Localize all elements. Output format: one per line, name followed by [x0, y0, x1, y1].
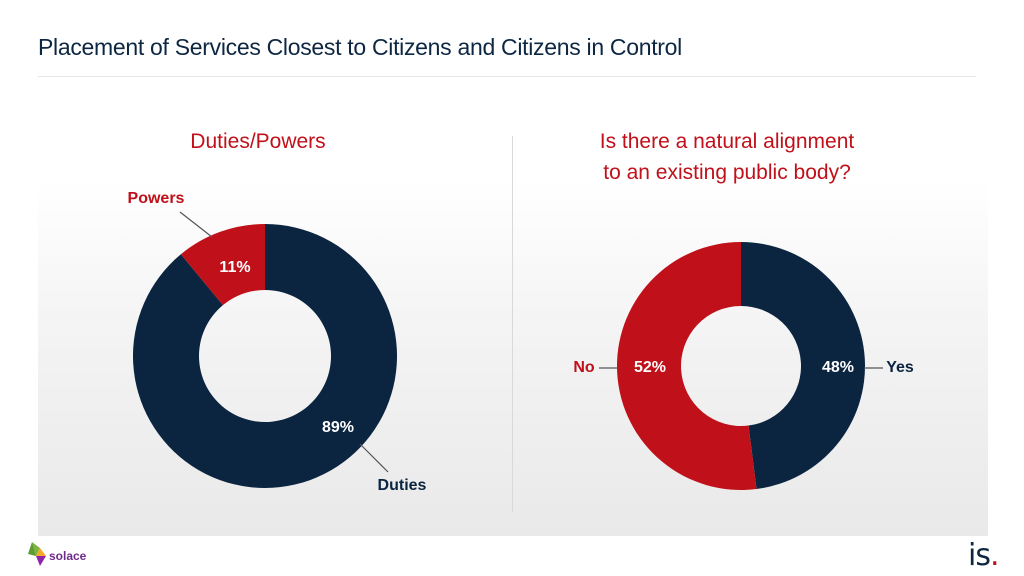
chart-2-title-line-2: to an existing public body?	[603, 161, 851, 184]
callout-line-powers	[179, 211, 213, 238]
slice-yes	[741, 242, 866, 490]
is-logo-dot: .	[989, 538, 999, 573]
chart-2-title-line-1: Is there a natural alignment	[599, 130, 855, 153]
value-label-duties: 89%	[322, 419, 354, 436]
is-logo-text: is	[968, 538, 991, 573]
value-label-no: 52%	[634, 359, 666, 376]
category-label-no: No	[573, 359, 595, 376]
category-label-yes: Yes	[886, 359, 914, 376]
chart-1-title: Duties/Powers	[190, 130, 326, 153]
value-label-powers: 11%	[219, 259, 250, 276]
chart-2-donut: 48% Yes 52% No	[573, 242, 914, 490]
solace-logo: solace	[28, 542, 87, 566]
value-label-yes: 48%	[822, 359, 854, 376]
title-divider	[38, 76, 976, 77]
chart-divider	[512, 136, 513, 512]
slice-duties	[132, 224, 398, 488]
is-logo: is.	[968, 538, 999, 573]
category-label-duties: Duties	[378, 477, 427, 494]
slice-powers	[180, 224, 265, 306]
chart-2-title: Is there a natural alignment to an exist…	[552, 126, 902, 188]
callout-line-duties	[359, 443, 389, 473]
page-title: Placement of Services Closest to Citizen…	[38, 34, 682, 60]
chart-1-donut: 89% Duties 11% Powers	[128, 190, 427, 494]
solace-logo-text: solace	[49, 549, 87, 563]
category-label-powers: Powers	[128, 190, 185, 207]
slice-no	[617, 242, 757, 490]
